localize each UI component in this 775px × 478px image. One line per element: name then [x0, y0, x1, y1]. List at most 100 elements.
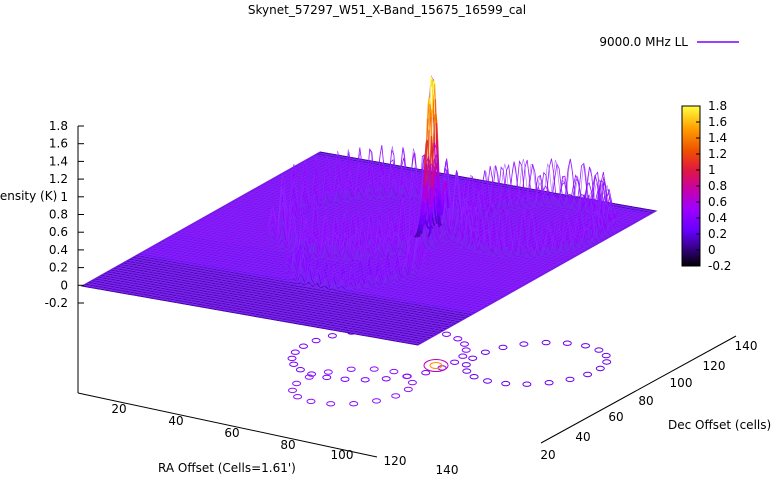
peak-segment [431, 164, 434, 187]
contour-mark [442, 331, 451, 337]
peak-segment [421, 224, 424, 231]
y-tick-label: 80 [638, 394, 653, 408]
mesh-line-col [417, 210, 657, 346]
x-tick-label: 80 [280, 438, 295, 452]
peak-segment [427, 207, 430, 220]
peak-segment [437, 197, 440, 213]
mesh-line-col [350, 175, 589, 334]
mesh-line-col [207, 171, 446, 309]
peak-segment [439, 192, 442, 200]
peak-segment [437, 222, 441, 228]
contour-peak-outer [423, 359, 449, 372]
contour-mark [480, 349, 490, 355]
mesh-line-col [274, 139, 513, 321]
peak-segment [430, 212, 433, 225]
mesh-line-col [305, 158, 545, 326]
peak-segment [445, 182, 448, 189]
z-tick-label: 1 [60, 190, 68, 204]
contour-mark [594, 347, 604, 353]
mesh-line-row [132, 257, 469, 317]
contour-mark [468, 355, 478, 361]
contour-mark [544, 380, 554, 386]
mesh-line-col [364, 166, 603, 336]
contour-mark [601, 352, 611, 359]
mesh-line-col [296, 163, 536, 325]
contour-mark [483, 378, 492, 384]
peak-segment [429, 135, 432, 164]
colorbar-tick-label: 0 [708, 243, 716, 257]
contour-mark [326, 401, 336, 407]
mesh-line-col [287, 154, 527, 323]
contour-mark [327, 333, 337, 339]
peak-segment [420, 229, 423, 234]
peak-segment [425, 140, 428, 164]
mesh-line-row [104, 273, 441, 333]
peak-segment [426, 180, 429, 199]
peak-segment [436, 175, 440, 198]
floor-axes [77, 126, 737, 458]
mesh-line-col [404, 190, 643, 343]
z-tick-label: 0.2 [49, 261, 68, 275]
mesh-line-col [153, 154, 392, 299]
peak-segment [434, 164, 437, 169]
y-tick-label: 140 [735, 339, 758, 353]
mesh-line-col [193, 145, 433, 306]
peak-segment [418, 234, 421, 238]
peak-segment [433, 196, 436, 209]
z-tick-label: 1.6 [49, 137, 68, 151]
peak-segment [440, 203, 443, 211]
colorbar-tick-label: 1.4 [708, 131, 727, 145]
contour-mark [522, 381, 532, 387]
peak-segment [431, 196, 434, 207]
y-tick-label: 100 [670, 376, 693, 390]
z-tick-label: 1.2 [49, 172, 68, 186]
mesh-line-col [386, 184, 625, 340]
x-tick-label: 60 [224, 426, 239, 440]
z-tick-label: 0.4 [49, 243, 68, 257]
mesh-line-col [117, 158, 356, 293]
y-axis-label: Dec Offset (cells) [668, 418, 771, 432]
x-tick-label: 120 [384, 454, 407, 468]
y-tick-label: 120 [703, 359, 726, 373]
peak-segment [432, 142, 435, 165]
contour-mark [450, 359, 460, 365]
peak-segment [434, 188, 437, 192]
peak-segment [436, 123, 439, 141]
mesh-line-row [304, 160, 641, 221]
peak-segment [424, 211, 427, 219]
contour-mark [458, 353, 468, 359]
mesh-line-col [314, 174, 554, 328]
peak-segment [427, 129, 430, 157]
peak-segment [429, 163, 432, 189]
mesh-line-col [337, 175, 576, 332]
colorbar-tick-label: 0.2 [708, 227, 727, 241]
peak-segment [436, 167, 439, 175]
peak-segment [433, 168, 436, 177]
mesh-line-col [229, 173, 468, 313]
peak-segment [420, 200, 423, 210]
contour-mark [299, 343, 308, 349]
peak-segment [428, 231, 431, 237]
peak-segment [437, 174, 440, 184]
peak-segment [423, 154, 427, 170]
colorbar-tick-label: 0.6 [708, 195, 727, 209]
z-axis: 1.8 1.6 1.4 1.2 1 0.8 0.6 0.4 0.2 0 -0.2 [45, 119, 84, 310]
contour-mark [304, 374, 314, 380]
contour-mark [602, 359, 612, 365]
peak-segment [424, 163, 427, 186]
x-tick-label: 20 [111, 402, 126, 416]
mesh-line-col [341, 158, 580, 332]
mesh-line-col [278, 76, 518, 321]
chart-title: Skynet_57297_W51_X-Band_15675_16599_cal [248, 3, 526, 17]
peak-segment [439, 210, 442, 215]
mesh-line-col [211, 148, 451, 310]
mesh-line-row [294, 161, 631, 226]
mesh-line-col [144, 159, 383, 298]
peak-segment [432, 124, 435, 143]
peak-segment [431, 217, 434, 223]
contour-mark [295, 367, 305, 373]
peak-segment [417, 227, 420, 232]
mesh-line-row [110, 269, 447, 330]
peak-segment [437, 209, 440, 215]
